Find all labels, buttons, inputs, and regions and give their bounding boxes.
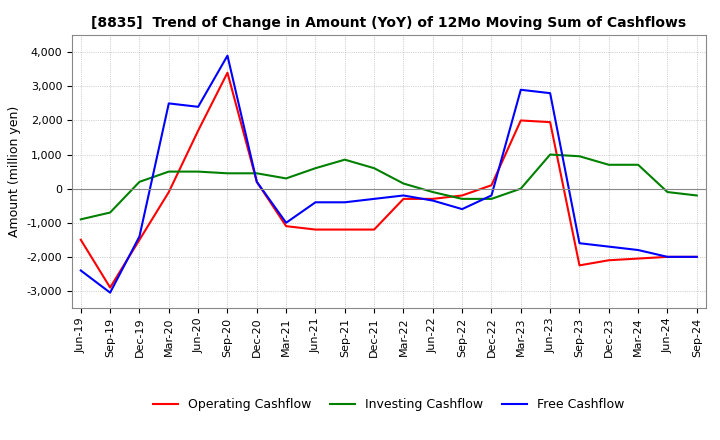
Investing Cashflow [546,152,554,157]
Free Cashflow [76,268,85,273]
Free Cashflow [370,196,379,202]
Investing Cashflow [516,186,525,191]
Line: Operating Cashflow: Operating Cashflow [81,73,697,288]
Investing Cashflow [634,162,642,167]
Free Cashflow [341,200,349,205]
Investing Cashflow [311,165,320,171]
Investing Cashflow [253,171,261,176]
Investing Cashflow [605,162,613,167]
Free Cashflow [634,247,642,253]
Free Cashflow [458,206,467,212]
Free Cashflow [487,193,496,198]
Operating Cashflow [370,227,379,232]
Investing Cashflow [194,169,202,174]
Investing Cashflow [341,157,349,162]
Operating Cashflow [135,237,144,242]
Investing Cashflow [458,196,467,202]
Free Cashflow [135,234,144,239]
Operating Cashflow [663,254,672,260]
Operating Cashflow [399,196,408,202]
Operating Cashflow [428,196,437,202]
Free Cashflow [428,198,437,203]
Free Cashflow [605,244,613,249]
Free Cashflow [546,91,554,96]
Operating Cashflow [223,70,232,75]
Operating Cashflow [458,193,467,198]
Free Cashflow [693,254,701,260]
Free Cashflow [106,290,114,295]
Free Cashflow [223,53,232,58]
Investing Cashflow [487,196,496,202]
Operating Cashflow [487,183,496,188]
Free Cashflow [253,179,261,184]
Title: [8835]  Trend of Change in Amount (YoY) of 12Mo Moving Sum of Cashflows: [8835] Trend of Change in Amount (YoY) o… [91,16,686,30]
Y-axis label: Amount (million yen): Amount (million yen) [8,106,21,237]
Operating Cashflow [164,189,173,194]
Legend: Operating Cashflow, Investing Cashflow, Free Cashflow: Operating Cashflow, Investing Cashflow, … [148,393,629,416]
Investing Cashflow [370,165,379,171]
Operating Cashflow [341,227,349,232]
Free Cashflow [399,193,408,198]
Operating Cashflow [575,263,584,268]
Investing Cashflow [399,181,408,186]
Operating Cashflow [282,224,290,229]
Investing Cashflow [76,216,85,222]
Free Cashflow [282,220,290,225]
Investing Cashflow [693,193,701,198]
Operating Cashflow [516,118,525,123]
Operating Cashflow [311,227,320,232]
Line: Free Cashflow: Free Cashflow [81,55,697,293]
Free Cashflow [164,101,173,106]
Line: Investing Cashflow: Investing Cashflow [81,154,697,219]
Operating Cashflow [605,258,613,263]
Operating Cashflow [634,256,642,261]
Operating Cashflow [106,285,114,290]
Free Cashflow [575,241,584,246]
Investing Cashflow [663,189,672,194]
Investing Cashflow [164,169,173,174]
Free Cashflow [663,254,672,260]
Investing Cashflow [282,176,290,181]
Investing Cashflow [106,210,114,215]
Free Cashflow [516,87,525,92]
Operating Cashflow [76,237,85,242]
Operating Cashflow [693,254,701,260]
Investing Cashflow [223,171,232,176]
Operating Cashflow [194,128,202,133]
Operating Cashflow [253,179,261,184]
Investing Cashflow [135,179,144,184]
Operating Cashflow [546,120,554,125]
Investing Cashflow [575,154,584,159]
Free Cashflow [311,200,320,205]
Investing Cashflow [428,189,437,194]
Free Cashflow [194,104,202,110]
